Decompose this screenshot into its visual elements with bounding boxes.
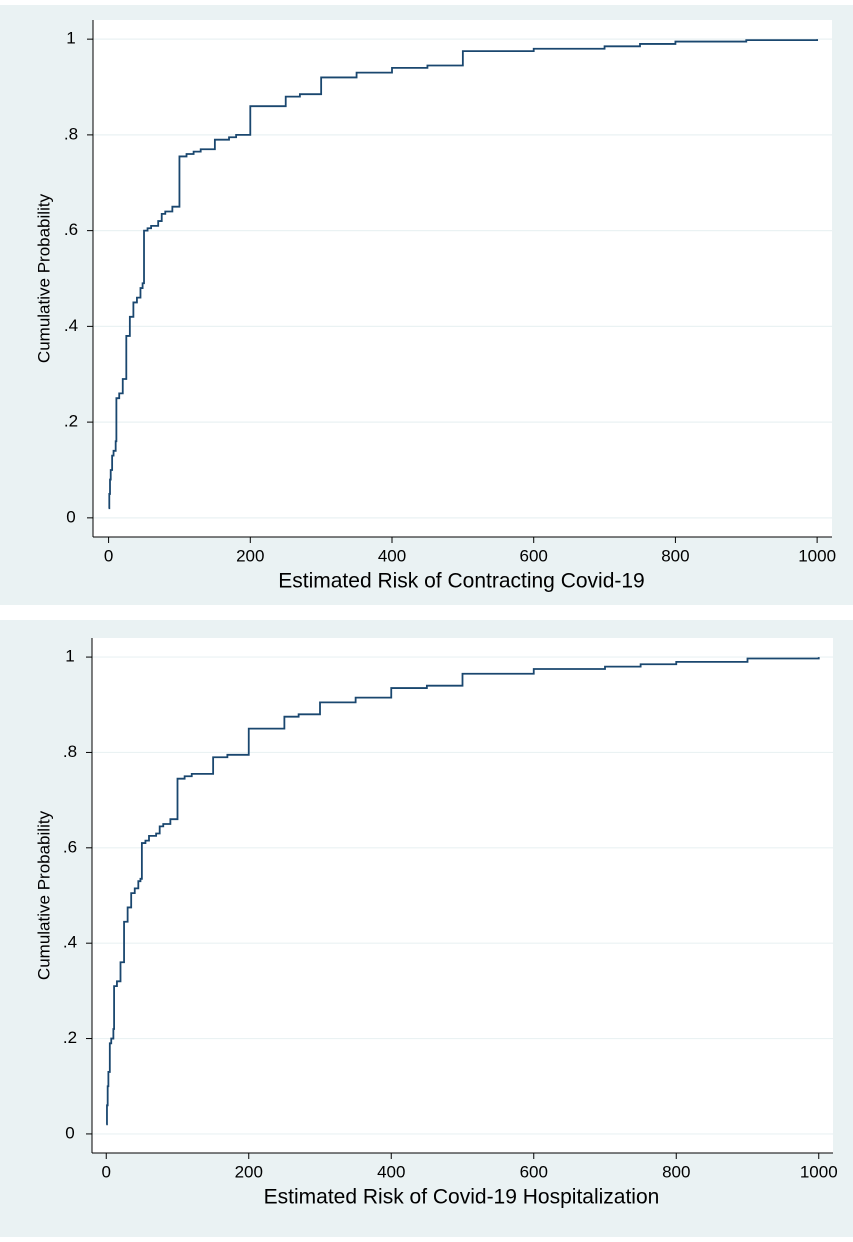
ecdf-line: [106, 657, 820, 1126]
y-tick-label: 0: [66, 507, 75, 526]
plot-area: [92, 638, 833, 1153]
plot-area: [93, 20, 832, 537]
y-tick-label: 1: [65, 647, 74, 666]
x-tick-label: 1000: [800, 1162, 838, 1181]
y-axis-title: Cumulative Probability: [34, 810, 53, 980]
y-tick-label: .6: [64, 220, 78, 239]
x-tick-label: 600: [520, 546, 548, 565]
x-tick-label: 600: [520, 1162, 548, 1181]
x-tick-label: 200: [236, 546, 264, 565]
x-tick-label: 400: [377, 1162, 405, 1181]
x-tick-label: 800: [662, 1162, 690, 1181]
y-tick-label: .2: [64, 412, 78, 431]
x-tick-label: 0: [104, 546, 113, 565]
y-tick-label: .6: [63, 837, 77, 856]
y-tick-label: 1: [66, 29, 75, 48]
y-axis-title: Cumulative Probability: [34, 193, 53, 363]
x-axis-title: Estimated Risk of Contracting Covid-19: [278, 570, 645, 593]
x-axis-title: Estimated Risk of Covid-19 Hospitalizati…: [264, 1186, 660, 1209]
x-tick-label: 0: [102, 1162, 111, 1181]
x-tick-label: 400: [378, 546, 406, 565]
y-tick-label: .2: [63, 1028, 77, 1047]
ecdf-line: [108, 39, 819, 510]
x-tick-label: 200: [235, 1162, 263, 1181]
y-tick-label: 0: [65, 1123, 74, 1142]
y-tick-label: .8: [64, 124, 78, 143]
x-tick-label: 800: [661, 546, 689, 565]
x-tick-label: 1000: [798, 546, 836, 565]
y-tick-label: .4: [63, 933, 77, 952]
y-tick-label: .8: [63, 742, 77, 761]
y-tick-label: .4: [64, 316, 78, 335]
